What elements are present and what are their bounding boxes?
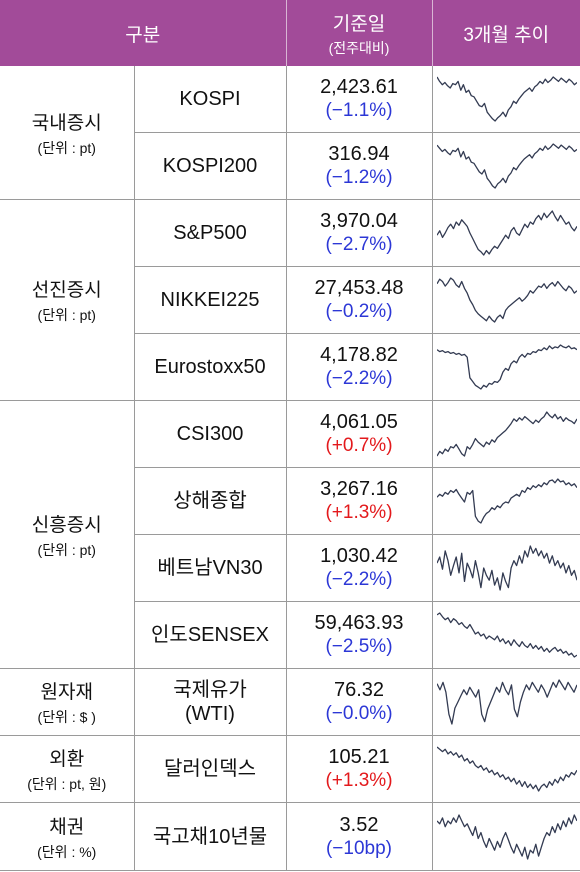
table-row: 인도SENSEX 59,463.93 (−2.5%)	[0, 601, 580, 669]
sparkline-eurostoxx50	[436, 344, 577, 390]
index-name: 국고채10년물	[133, 802, 287, 871]
change-label: (+1.3%)	[325, 502, 393, 523]
group-emerging: 신흥증시 (단위 : pt)	[0, 400, 135, 669]
sparkline-shanghai	[436, 478, 577, 524]
trend-cell	[431, 601, 580, 669]
index-name: 국제유가 (WTI)	[133, 668, 287, 736]
trend-cell	[431, 132, 580, 200]
table-row: 베트남VN30 1,030.42 (−2.2%)	[0, 534, 580, 602]
index-value-cell: 3,267.16 (+1.3%)	[285, 467, 433, 535]
header-date: 기준일 (전주대비)	[285, 0, 432, 66]
table-row: 신흥증시 (단위 : pt) CSI300 4,061.05 (+0.7%)	[0, 400, 580, 669]
sparkline-dollar-index	[436, 746, 577, 792]
table-row: 상해종합 3,267.16 (+1.3%)	[0, 467, 580, 535]
index-value-cell: 1,030.42 (−2.2%)	[285, 534, 433, 602]
trend-cell	[431, 266, 580, 334]
header-date-sub: (전주대비)	[328, 39, 390, 56]
group-fx: 외환 (단위 : pt, 원)	[0, 735, 135, 803]
header-trend: 3개월 추이	[431, 0, 580, 66]
index-name: KOSPI	[133, 66, 287, 133]
index-name: 상해종합	[134, 467, 287, 535]
header-category: 구분	[0, 0, 286, 66]
table-row: 외환 (단위 : pt, 원) 달러인덱스 105.21 (+1.3%)	[0, 735, 580, 803]
change-label: (+1.3%)	[325, 770, 393, 791]
trend-cell	[431, 668, 580, 736]
trend-cell	[431, 467, 580, 535]
index-value-cell: 2,423.61 (−1.1%)	[285, 66, 433, 133]
change-label: (−2.7%)	[325, 234, 393, 255]
change-label: (−2.2%)	[325, 368, 393, 389]
index-name: S&P500	[133, 199, 287, 267]
index-value-cell: 76.32 (−0.0%)	[285, 668, 433, 736]
sparkline-wti	[436, 679, 577, 725]
sparkline-ktb10y	[436, 813, 577, 860]
sparkline-sp500	[436, 210, 577, 256]
change-label: (−0.0%)	[325, 703, 393, 724]
change-label: (+0.7%)	[325, 435, 393, 456]
trend-cell	[431, 735, 580, 803]
sparkline-csi300	[436, 411, 577, 457]
change-label: (−2.5%)	[325, 636, 393, 657]
index-name: KOSPI200	[134, 132, 287, 200]
index-value-cell: 27,453.48 (−0.2%)	[285, 266, 433, 334]
change-label: (−1.1%)	[325, 100, 393, 121]
sparkline-kospi200	[436, 143, 577, 189]
index-name: CSI300	[133, 400, 287, 468]
change-label: (−2.2%)	[325, 569, 393, 590]
index-name: 베트남VN30	[134, 534, 287, 602]
sparkline-sensex	[436, 612, 577, 658]
trend-cell	[431, 199, 580, 267]
group-commodity: 원자재 (단위 : $ )	[0, 668, 135, 736]
change-label: (−0.2%)	[325, 301, 393, 322]
sparkline-nikkei225	[436, 277, 577, 323]
index-value-cell: 105.21 (+1.3%)	[285, 735, 433, 803]
index-value-cell: 3,970.04 (−2.7%)	[285, 199, 433, 267]
table-row: 원자재 (단위 : $ ) 국제유가 (WTI) 76.32 (−0.0%)	[0, 668, 580, 736]
table-row: 국내증시 (단위 : pt) KOSPI 2,423.61 (−1.1%)	[0, 66, 580, 200]
header-date-title: 기준일	[332, 13, 386, 35]
change-label: (−10bp)	[325, 837, 393, 859]
trend-cell	[431, 802, 580, 871]
header-row: 구분 기준일 (전주대비) 3개월 추이	[0, 0, 580, 66]
trend-cell	[431, 333, 580, 401]
trend-cell	[431, 534, 580, 602]
index-name: NIKKEI225	[134, 266, 287, 334]
group-domestic: 국내증시 (단위 : pt)	[0, 66, 135, 200]
table-row: NIKKEI225 27,453.48 (−0.2%)	[0, 266, 580, 334]
table-row: 채권 (단위 : %) 국고채10년물 3.52 (−10bp)	[0, 802, 580, 871]
sparkline-vn30	[436, 545, 577, 591]
group-developed: 선진증시 (단위 : pt)	[0, 199, 135, 401]
index-value-cell: 316.94 (−1.2%)	[285, 132, 433, 200]
index-value-cell: 3.52 (−10bp)	[285, 802, 433, 871]
index-value-cell: 4,061.05 (+0.7%)	[285, 400, 433, 468]
group-bond: 채권 (단위 : %)	[0, 802, 135, 871]
index-name: 인도SENSEX	[134, 601, 287, 669]
trend-cell	[431, 66, 580, 133]
change-label: (−1.2%)	[325, 167, 393, 188]
index-name: Eurostoxx50	[134, 333, 287, 401]
trend-cell	[431, 400, 580, 468]
sparkline-kospi	[436, 76, 577, 122]
index-value-cell: 59,463.93 (−2.5%)	[285, 601, 433, 669]
index-name: 달러인덱스	[133, 735, 287, 803]
index-value-cell: 4,178.82 (−2.2%)	[285, 333, 433, 401]
table-row: 선진증시 (단위 : pt) S&P500 3,970.04 (−2.7%)	[0, 199, 580, 401]
